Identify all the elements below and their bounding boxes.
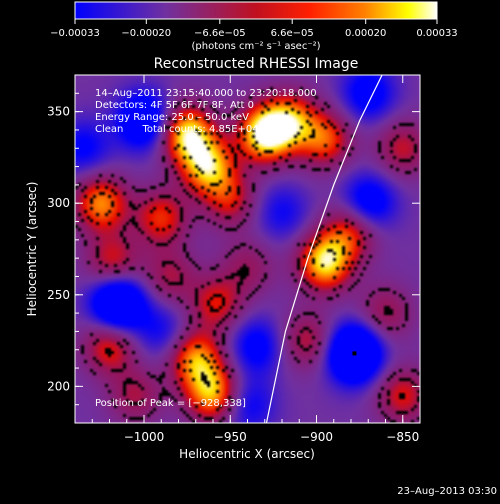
chart-title: Reconstructed RHESSI Image: [154, 56, 359, 72]
y-axis: 200 250 300 350: [47, 74, 420, 424]
colorbar-tick-label: 0.00020: [345, 28, 386, 39]
x-tick-label: −1000: [124, 430, 165, 444]
peak-marker: [352, 351, 357, 356]
colorbar-tick-label: −0.00033: [50, 28, 100, 39]
x-tick-label: −850: [386, 430, 419, 444]
colorbar: [74, 1, 438, 20]
colorbar-tick-label: −0.00020: [121, 28, 171, 39]
x-tick-label: −900: [300, 430, 333, 444]
y-tick-label: 350: [47, 105, 70, 119]
heatmap-image: [75, 75, 420, 423]
colorbar-tick-label: 6.6e−05: [271, 28, 314, 39]
y-tick-label: 200: [47, 379, 70, 393]
solar-limb-curve: [265, 75, 383, 423]
y-axis-title: Heliocentric Y (arcsec): [25, 182, 39, 317]
info-energy-range: Energy Range: 25.0 – 50.0 keV: [95, 112, 249, 123]
x-axis: −1000 −950 −900 −850: [74, 75, 421, 444]
colorbar-ticks: −0.00033 −0.00020 −6.6e−05 6.6e−05 0.00020 0.…: [50, 19, 458, 39]
colorbar-unit-label: (photons cm⁻² s⁻¹ asec⁻²): [191, 41, 320, 52]
y-tick-label: 250: [47, 288, 70, 302]
footer-timestamp: 23–Aug–2013 03:30: [397, 486, 497, 497]
x-tick-label: −950: [214, 430, 247, 444]
info-time-range: 14–Aug–2011 23:15:40.000 to 23:20:18.000: [95, 88, 317, 99]
info-detectors: Detectors: 4F 5F 6F 7F 8F, Att 0: [95, 100, 254, 111]
colorbar-tick-label: 0.00033: [416, 28, 457, 39]
y-tick-label: 300: [47, 196, 70, 210]
info-method-counts: Clean Total counts: 4.85E+04: [95, 124, 259, 135]
colorbar-tick-label: −6.6e−05: [194, 28, 246, 39]
x-axis-title: Heliocentric X (arcsec): [179, 447, 315, 461]
info-peak-position: Position of Peak = [−928,338]: [95, 398, 246, 409]
